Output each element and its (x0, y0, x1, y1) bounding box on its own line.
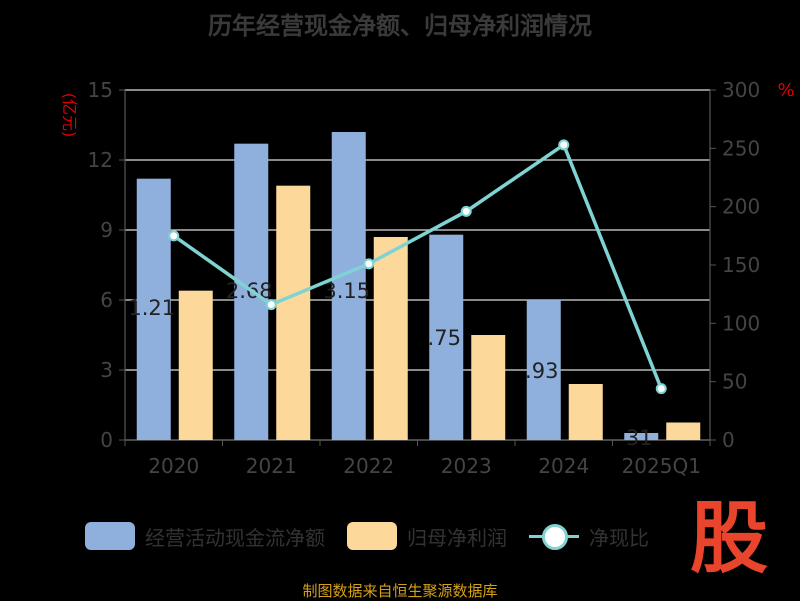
bar-profit-2022 (373, 237, 408, 440)
x-tick-label: 2024 (538, 454, 589, 478)
line-data-label: .93 (525, 359, 558, 383)
ratio-point-2023 (460, 205, 472, 217)
bar-cash-2024 (526, 300, 561, 440)
y-left-tick-label: 0 (100, 428, 113, 452)
y-right-tick-label: 300 (722, 78, 760, 102)
legend-item-ratio[interactable]: 净现比 (529, 522, 649, 551)
y-right-tick-label: 50 (722, 370, 747, 394)
bar-cash-2023 (429, 234, 464, 440)
x-tick-label: 2020 (148, 454, 199, 478)
x-tick-label: 2021 (246, 454, 297, 478)
legend-item-cash[interactable]: 经营活动现金流净额 (85, 522, 325, 551)
brand-logo: 股 (690, 494, 769, 584)
legend: 经营活动现金流净额 归母净利润 净现比 (85, 518, 671, 554)
bar-profit-2020 (178, 290, 213, 440)
ratio-point-2022 (363, 258, 375, 270)
x-tick-label: 2025Q1 (622, 454, 701, 478)
legend-label-profit: 归母净利润 (407, 525, 507, 550)
legend-label-ratio: 净现比 (589, 525, 649, 550)
ratio-line (168, 139, 667, 395)
legend-swatch-cash (85, 522, 135, 550)
x-tick-label: 2023 (441, 454, 492, 478)
y-right-axis-label: % (777, 80, 794, 101)
legend-swatch-profit (347, 522, 397, 550)
data-source: 制图数据来自恒生聚源数据库 (302, 582, 498, 600)
line-data-label: 1.21 (128, 296, 175, 320)
y-right-tick-label: 200 (722, 195, 760, 219)
x-tick-label: 2022 (343, 454, 394, 478)
line-data-label: .75 (428, 326, 461, 350)
legend-label-cash: 经营活动现金流净额 (145, 525, 325, 550)
y-left-tick-label: 12 (88, 148, 113, 172)
ratio-point-2024 (558, 139, 570, 151)
chart-title: 历年经营现金净额、归母净利润情况 (208, 12, 592, 40)
ratio-line-path (172, 142, 663, 390)
bar-profit-2021 (276, 185, 311, 440)
ratio-point-2021 (265, 299, 277, 311)
line-data-label: 3.15 (323, 279, 370, 303)
legend-marker-ratio (529, 522, 579, 550)
ratio-point-2020 (168, 230, 180, 242)
bar-cash-2022 (331, 132, 366, 440)
bar-profit-2024 (568, 384, 603, 440)
y-left-tick-label: 6 (100, 288, 113, 312)
ratio-point-2025Q1 (655, 383, 667, 395)
legend-item-profit[interactable]: 归母净利润 (347, 522, 507, 551)
y-left-tick-label: 9 (100, 218, 113, 242)
y-right-tick-label: 150 (722, 253, 760, 277)
y-left-axis-label: (亿元) (60, 93, 79, 138)
y-left-tick-label: 3 (100, 358, 113, 382)
bar-profit-2023 (471, 335, 506, 440)
bar-cash-2025Q1 (624, 433, 659, 440)
y-left-tick-label: 15 (88, 78, 113, 102)
line-data-label: 31 (626, 426, 653, 450)
bar-cash-2020 (136, 178, 171, 440)
bar-profit-2025Q1 (666, 422, 701, 440)
y-right-tick-label: 100 (722, 311, 760, 335)
y-right-tick-label: 250 (722, 136, 760, 160)
y-right-tick-label: 0 (722, 428, 735, 452)
bars (136, 132, 701, 440)
